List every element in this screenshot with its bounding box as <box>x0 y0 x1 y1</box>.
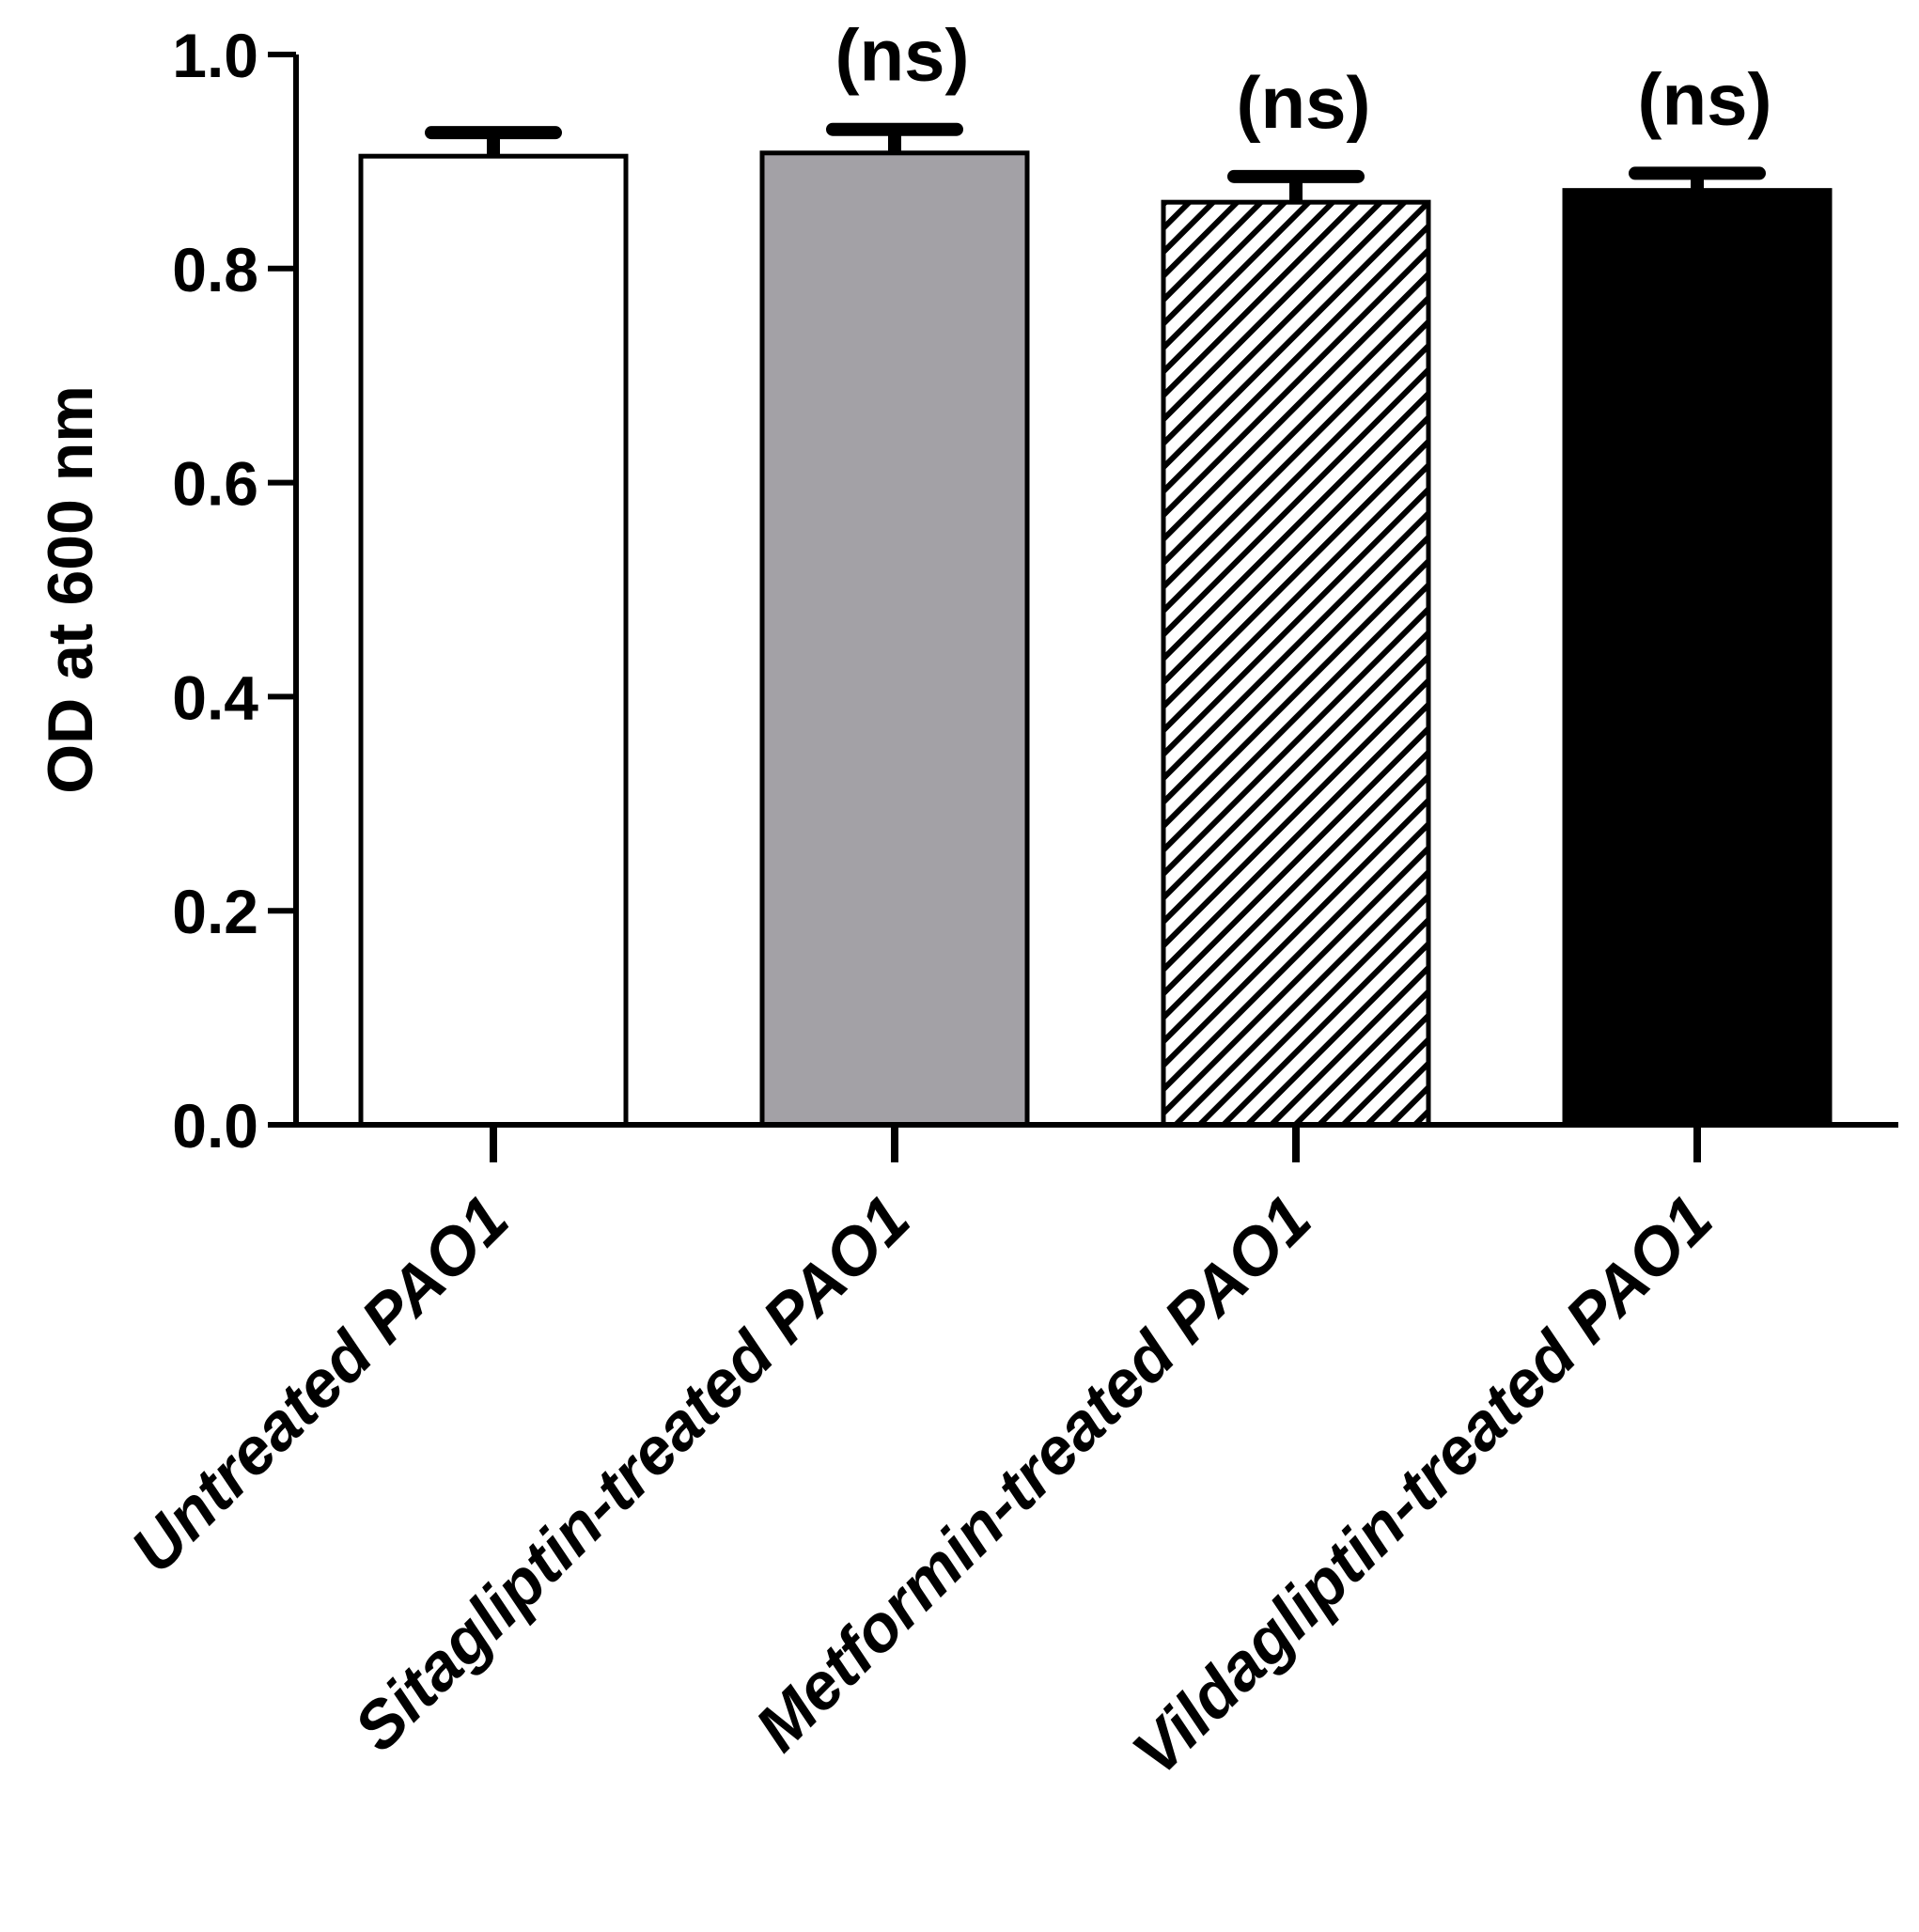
y-tick-label: 0.4 <box>172 662 258 732</box>
significance-label-4: (ns) <box>1638 57 1772 140</box>
significance-label-2: (ns) <box>835 14 970 97</box>
bar-3 <box>1161 199 1431 1128</box>
bar-1 <box>358 153 629 1128</box>
y-tick-label: 0.8 <box>172 235 258 304</box>
y-axis-title: OD at 600 nm <box>35 385 106 794</box>
y-tick-label: 0.0 <box>172 1091 258 1161</box>
y-tick-label: 0.6 <box>172 449 258 519</box>
y-tick-label: 1.0 <box>172 21 258 90</box>
bar-4 <box>1562 188 1833 1128</box>
x-category-label: Untreated PAO1 <box>117 1181 523 1586</box>
significance-label-3: (ns) <box>1237 61 1371 144</box>
bar-2 <box>759 150 1030 1128</box>
y-tick-label: 0.2 <box>172 877 258 946</box>
bars-layer: (ns) (ns) (ns) <box>358 14 1833 1128</box>
